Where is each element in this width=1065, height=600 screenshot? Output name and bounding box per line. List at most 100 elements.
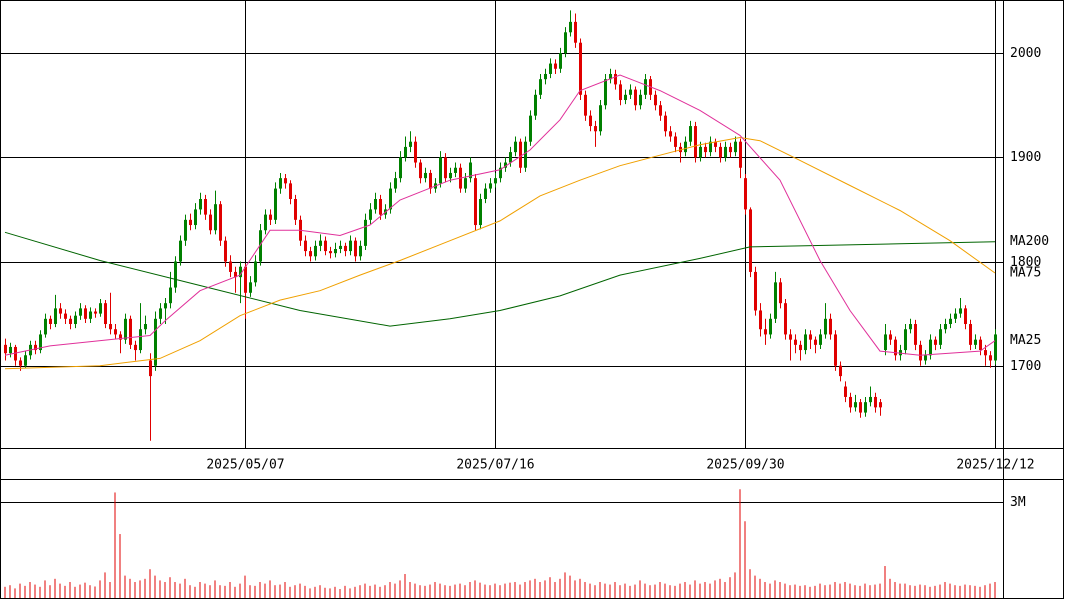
candle-body	[719, 146, 722, 158]
volume-bar	[759, 578, 761, 598]
candle-body	[634, 89, 637, 106]
candle-body	[664, 115, 667, 132]
volume-bar	[894, 582, 896, 598]
candle-body	[694, 126, 697, 158]
candle-body	[749, 209, 752, 272]
candle-body	[294, 198, 297, 220]
candle-body	[904, 329, 907, 351]
volume-bar	[754, 575, 756, 598]
candle-body	[314, 245, 317, 257]
candle-body	[584, 94, 587, 116]
candle-body	[144, 324, 147, 330]
volume-bar	[869, 585, 871, 598]
candle-body	[869, 396, 872, 403]
volume-bar	[994, 582, 996, 598]
candle-body	[959, 308, 962, 314]
candle-body	[169, 287, 172, 304]
candle-body	[534, 94, 537, 116]
candle-body	[849, 396, 852, 408]
candle-body	[524, 141, 527, 168]
volume-bar	[294, 585, 296, 598]
y-tick-label: 1800	[1010, 255, 1041, 270]
volume-bar	[739, 489, 741, 598]
volume-bar	[339, 589, 341, 598]
volume-bar	[549, 577, 551, 598]
volume-bar	[929, 586, 931, 598]
volume-bar	[79, 584, 81, 598]
volume-bar	[899, 583, 901, 598]
moving-average-line	[4, 136, 996, 370]
candle-body	[964, 308, 967, 325]
candle-body	[264, 214, 267, 231]
volume-bar	[644, 583, 646, 598]
volume-bar	[639, 580, 641, 598]
volume-bar	[164, 582, 166, 598]
candle-body	[629, 89, 632, 95]
volume-bar	[134, 582, 136, 598]
candle-body	[279, 178, 282, 189]
volume-bar	[834, 582, 836, 598]
candle-body	[939, 329, 942, 345]
volume-bar	[369, 585, 371, 598]
volume-bar	[559, 578, 561, 598]
volume-bar	[364, 583, 366, 598]
candle-body	[754, 271, 757, 311]
volume-bar	[24, 585, 26, 598]
candle-body	[79, 308, 82, 316]
candle-body	[99, 303, 102, 314]
volume-bar	[34, 584, 36, 598]
candle-body	[779, 282, 782, 304]
volume-bar	[719, 578, 721, 598]
volume-bar	[959, 585, 961, 598]
volume-bar	[474, 580, 476, 598]
candle-body	[9, 346, 12, 354]
candle-body	[274, 188, 277, 220]
volume-bar	[679, 583, 681, 598]
volume-bar	[14, 588, 16, 598]
candle-body	[669, 131, 672, 137]
volume-bar	[199, 582, 201, 598]
candle-body	[514, 141, 517, 153]
volume-bar	[344, 585, 346, 598]
candle-body	[689, 126, 692, 142]
y-tick-label: 1900	[1010, 150, 1041, 165]
candle-body	[504, 162, 507, 168]
volume-bar	[299, 583, 301, 598]
candle-body	[979, 339, 982, 351]
volume-bar	[604, 583, 606, 598]
candle-body	[884, 334, 887, 351]
candle-body	[984, 350, 987, 356]
candle-body	[39, 334, 42, 351]
candle-body	[174, 261, 177, 288]
x-tick-label: 2025/12/12	[956, 458, 1034, 473]
candle-body	[554, 63, 557, 69]
candle-body	[509, 152, 512, 163]
volume-bar	[129, 578, 131, 598]
volume-bar	[19, 583, 21, 598]
candle-body	[284, 178, 287, 184]
volume-bar	[104, 572, 106, 598]
candle-body	[874, 396, 877, 408]
volume-bar	[729, 577, 731, 598]
volume-bar	[259, 582, 261, 598]
volume-bar	[984, 585, 986, 598]
candle-body	[114, 329, 117, 335]
volume-bar	[854, 585, 856, 598]
volume-bar	[234, 586, 236, 598]
volume-bar	[229, 582, 231, 598]
volume-bar	[309, 588, 311, 598]
volume-bar	[699, 583, 701, 598]
candle-body	[544, 73, 547, 80]
candle-body	[149, 360, 152, 377]
volume-bar	[184, 578, 186, 598]
candle-body	[454, 167, 457, 173]
volume-bar	[614, 582, 616, 598]
volume-bar	[169, 577, 171, 598]
volume-bar	[109, 582, 111, 598]
volume-bar	[809, 586, 811, 598]
candle-body	[609, 73, 612, 80]
candle-body	[244, 266, 247, 293]
volume-bar	[274, 585, 276, 598]
volume-bar	[384, 585, 386, 598]
volume-bar	[99, 580, 101, 598]
